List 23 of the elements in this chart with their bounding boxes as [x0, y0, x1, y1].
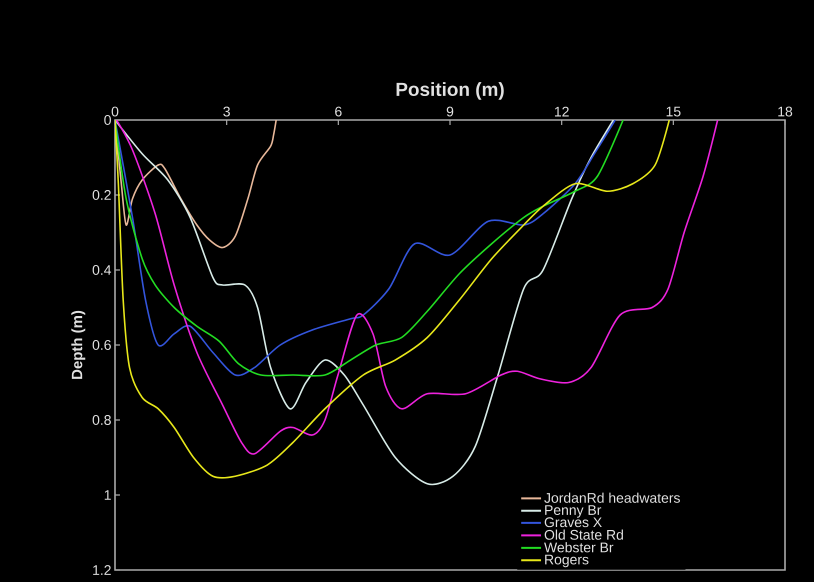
x-axis-title: Position (m) — [396, 82, 504, 100]
x-tick-label: 9 — [446, 106, 454, 116]
x-tick-label: 12 — [554, 106, 569, 116]
legend-label: Old State Rd — [544, 530, 623, 540]
x-tick-label: 0 — [112, 106, 118, 116]
y-tick-label: 0.8 — [92, 415, 111, 425]
line-series — [115, 120, 277, 248]
y-tick-label: 0.2 — [92, 190, 111, 200]
x-tick-label: 3 — [223, 106, 230, 116]
y-axis-title: Depth (m) — [71, 310, 86, 379]
y-tick-label: 0.4 — [92, 265, 112, 275]
y-tick-label: 0.6 — [92, 340, 111, 350]
x-tick-label: 18 — [778, 106, 792, 116]
legend-label: Penny Br — [545, 505, 602, 518]
legend-label: Graves X — [544, 517, 602, 528]
y-tick-label: 0 — [104, 115, 111, 125]
y-tick-label: 1.2 — [93, 565, 111, 575]
legend-label: JordanRd headwaters — [544, 492, 680, 503]
x-tick-label: 6 — [335, 106, 342, 116]
x-tick-label: 15 — [666, 106, 681, 116]
y-tick-label: 1 — [104, 490, 111, 500]
legend-label: Rogers — [545, 554, 588, 568]
legend-label: Webster Br — [544, 542, 614, 552]
